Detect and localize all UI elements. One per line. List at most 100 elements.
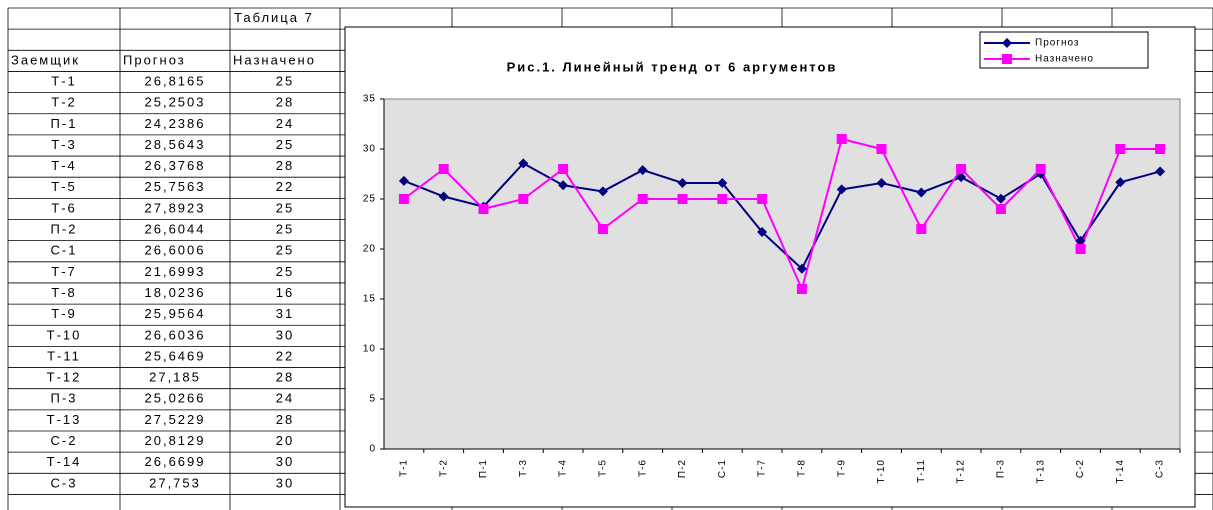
chart-title: Рис.1. Линейный тренд от 6 аргументов xyxy=(507,59,838,74)
cell: 28,5643 xyxy=(145,137,206,152)
cell: 24 xyxy=(276,391,294,406)
cell: Т-14 xyxy=(47,454,82,469)
point xyxy=(995,204,1006,214)
cell: 28 xyxy=(276,412,294,427)
point xyxy=(757,194,768,204)
header-cell: Заемщик xyxy=(11,52,80,67)
point xyxy=(518,194,529,204)
cell: 21,6993 xyxy=(145,264,206,279)
x-tick-label: С-3 xyxy=(1155,459,1166,478)
cell: 25,9564 xyxy=(145,306,206,321)
cell: 27,753 xyxy=(149,475,201,490)
x-tick-label: С-2 xyxy=(1075,459,1086,478)
cell: 27,5229 xyxy=(145,412,206,427)
cell: 26,3768 xyxy=(145,158,206,173)
cell: 26,8165 xyxy=(145,73,206,88)
point xyxy=(876,144,887,154)
cell: 26,6036 xyxy=(145,327,206,342)
x-tick-label: Т-10 xyxy=(876,459,887,484)
cell: 25 xyxy=(276,137,294,152)
cell: 16 xyxy=(276,285,294,300)
point xyxy=(876,177,887,188)
x-tick-label: Т-9 xyxy=(836,459,847,477)
point xyxy=(995,193,1006,204)
point xyxy=(1155,166,1166,177)
point xyxy=(757,227,768,238)
cell: П-3 xyxy=(51,391,78,406)
point xyxy=(558,180,569,191)
cell: 25 xyxy=(276,243,294,258)
header-cell: Прогноз xyxy=(123,52,186,67)
cell: 25,2503 xyxy=(145,95,206,110)
cell: 25 xyxy=(276,73,294,88)
x-tick-label: Т-8 xyxy=(797,459,808,477)
point xyxy=(518,158,529,169)
table-caption: Таблица 7 xyxy=(234,10,314,25)
point xyxy=(836,134,847,144)
legend-marker xyxy=(1002,38,1012,48)
cell: 20 xyxy=(276,433,294,448)
cell: 26,6699 xyxy=(145,454,206,469)
point xyxy=(1155,144,1166,154)
cell: 26,6044 xyxy=(145,222,206,237)
cell: 18,0236 xyxy=(145,285,206,300)
series-line xyxy=(403,137,1161,293)
point xyxy=(558,164,569,174)
point xyxy=(637,194,648,204)
cell: 25 xyxy=(276,264,294,279)
cell: 28 xyxy=(276,370,294,385)
cell: 22 xyxy=(276,348,294,363)
point xyxy=(956,172,967,183)
y-tick-label: 35 xyxy=(363,94,376,105)
x-tick-label: Т-6 xyxy=(637,459,648,477)
cell: П-2 xyxy=(51,222,78,237)
point xyxy=(916,187,927,198)
cell: 30 xyxy=(276,327,294,342)
point xyxy=(956,164,967,174)
y-tick-label: 5 xyxy=(369,394,376,405)
cell: Т-1 xyxy=(51,73,77,88)
point xyxy=(398,194,409,204)
header-cell: Назначено xyxy=(233,52,316,67)
point xyxy=(637,165,648,176)
x-tick-label: Т-4 xyxy=(558,459,569,477)
cell: 28 xyxy=(276,95,294,110)
cell: Т-10 xyxy=(47,327,82,342)
cell: 25 xyxy=(276,200,294,215)
x-tick-label: Т-3 xyxy=(518,459,529,477)
cell: Т-8 xyxy=(51,285,77,300)
x-tick-label: Т-11 xyxy=(916,459,927,483)
point xyxy=(1035,164,1046,174)
point xyxy=(597,224,608,234)
cell: 24,2386 xyxy=(145,116,206,131)
point xyxy=(438,164,449,174)
x-tick-label: П-2 xyxy=(677,459,688,478)
point xyxy=(1075,235,1086,246)
cell: Т-13 xyxy=(47,412,82,427)
cell: 27,185 xyxy=(149,370,201,385)
x-tick-label: Т-13 xyxy=(1035,459,1046,484)
legend-marker xyxy=(1002,54,1012,64)
legend-label: Прогноз xyxy=(1035,38,1080,49)
cell: 27,8923 xyxy=(145,200,206,215)
point xyxy=(1115,177,1126,188)
cell: 24 xyxy=(276,116,294,131)
x-tick-label: С-1 xyxy=(717,459,728,478)
point xyxy=(438,191,449,202)
point xyxy=(836,184,847,195)
x-tick-label: Т-1 xyxy=(399,459,410,477)
legend-label: Назначено xyxy=(1035,54,1094,65)
cell: 30 xyxy=(276,454,294,469)
point xyxy=(478,204,489,214)
y-tick-label: 20 xyxy=(363,244,376,255)
cell: 25,7563 xyxy=(145,179,206,194)
x-tick-label: Т-2 xyxy=(438,459,449,477)
y-tick-label: 25 xyxy=(363,194,376,205)
cell: С-3 xyxy=(51,475,78,490)
cell: П-1 xyxy=(51,116,78,131)
cell: 20,8129 xyxy=(145,433,206,448)
point xyxy=(796,263,807,274)
point xyxy=(1075,244,1086,254)
cell: 28 xyxy=(276,158,294,173)
